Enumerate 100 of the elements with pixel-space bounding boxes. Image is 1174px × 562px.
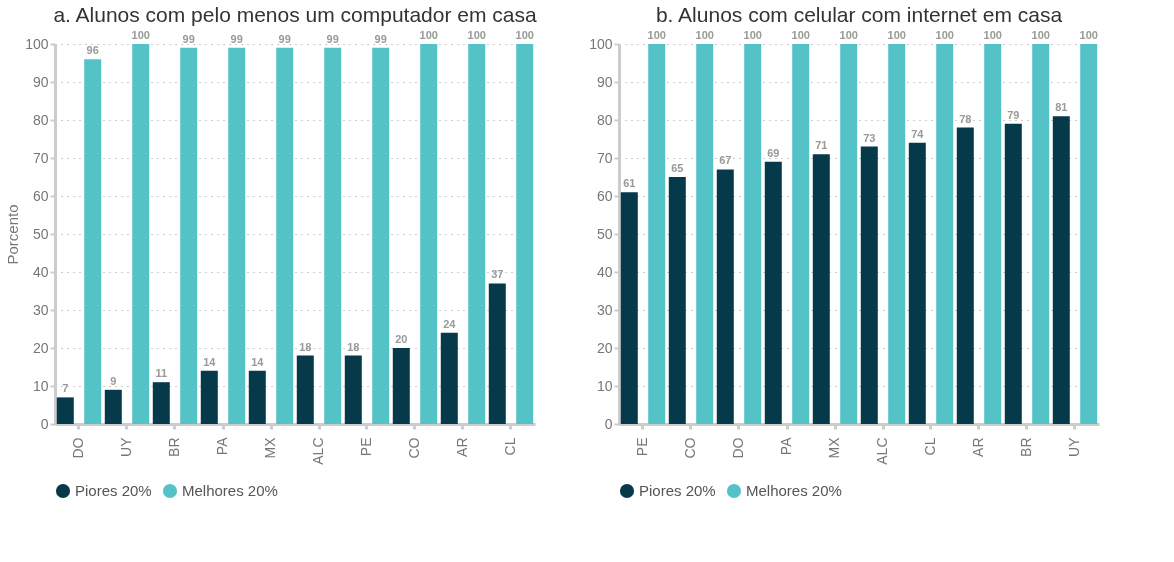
- chart-title: a. Alunos com pelo menos um computador em casa: [53, 3, 537, 26]
- y-tick-label: 30: [596, 301, 613, 318]
- data-label: 67: [719, 154, 732, 167]
- bar: [1080, 44, 1098, 424]
- data-label: 100: [887, 29, 906, 41]
- bar: [488, 283, 506, 424]
- bar: [56, 397, 74, 424]
- x-tick-label: BR: [1018, 437, 1034, 457]
- y-tick-label: 50: [596, 225, 613, 242]
- x-tick-label: UY: [1066, 436, 1082, 457]
- data-label: 100: [131, 29, 150, 41]
- x-tick-label: DO: [730, 437, 746, 459]
- y-tick-label: 90: [596, 73, 613, 90]
- bar: [104, 389, 122, 424]
- legend-label: Melhores 20%: [182, 482, 278, 499]
- data-label: 69: [767, 146, 780, 159]
- data-label: 71: [815, 139, 828, 152]
- bar: [648, 44, 666, 424]
- x-tick-label: PE: [634, 437, 650, 457]
- data-label: 99: [374, 32, 387, 45]
- y-tick-label: 80: [32, 111, 49, 128]
- bar: [764, 161, 782, 424]
- x-tick-label: PA: [214, 436, 230, 456]
- x-tick-label: ALC: [874, 437, 890, 465]
- y-tick-label: 100: [25, 35, 49, 52]
- data-label: 96: [86, 44, 99, 57]
- bar: [440, 332, 458, 424]
- y-tick-label: 100: [589, 35, 613, 52]
- bar: [620, 192, 638, 424]
- bar: [908, 142, 926, 424]
- data-label: 100: [743, 29, 762, 41]
- bar: [152, 382, 170, 424]
- bar: [132, 44, 150, 424]
- data-label: 100: [1079, 29, 1098, 41]
- bar: [516, 44, 534, 424]
- data-label: 99: [182, 32, 195, 45]
- bar: [324, 47, 342, 424]
- y-tick-label: 30: [32, 301, 49, 318]
- y-tick-label: 80: [596, 111, 613, 128]
- data-label: 20: [395, 333, 408, 345]
- data-label: 81: [1055, 101, 1068, 114]
- legend-label: Melhores 20%: [746, 482, 842, 499]
- x-tick-label: AR: [970, 437, 986, 457]
- bar: [344, 355, 362, 424]
- bar: [716, 169, 734, 424]
- data-label: 65: [671, 162, 684, 174]
- data-label: 99: [278, 32, 291, 45]
- x-tick-label: MX: [826, 436, 842, 459]
- y-tick-label: 70: [596, 149, 613, 166]
- data-label: 100: [1031, 29, 1050, 41]
- data-label: 9: [110, 374, 117, 387]
- data-label: 100: [839, 29, 858, 41]
- y-tick-label: 20: [596, 339, 613, 356]
- data-label: 37: [491, 268, 504, 281]
- bar: [888, 44, 906, 424]
- data-label: 100: [467, 29, 486, 41]
- x-tick-label: ALC: [310, 437, 326, 465]
- y-tick-label: 20: [32, 339, 49, 356]
- x-tick-label: CO: [682, 437, 698, 459]
- bar: [468, 44, 486, 424]
- data-label: 100: [935, 29, 954, 41]
- bar: [180, 47, 198, 424]
- x-tick-label: PA: [778, 436, 794, 456]
- data-label: 99: [326, 32, 339, 45]
- bar: [200, 370, 218, 424]
- data-label: 100: [515, 29, 534, 41]
- bar: [296, 355, 314, 424]
- y-tick-label: 10: [32, 377, 49, 394]
- bar: [392, 348, 410, 424]
- data-label: 18: [299, 340, 312, 353]
- data-label: 61: [623, 177, 636, 190]
- x-tick-label: MX: [262, 436, 278, 459]
- y-tick-label: 60: [32, 187, 49, 204]
- data-label: 24: [443, 317, 457, 330]
- y-tick-label: 60: [596, 187, 613, 204]
- bar: [812, 154, 830, 424]
- bar: [228, 47, 246, 424]
- y-tick-label: 70: [32, 149, 49, 166]
- data-label: 100: [419, 29, 438, 41]
- bar: [936, 44, 954, 424]
- x-tick-label: CL: [502, 437, 518, 456]
- data-label: 78: [959, 112, 972, 125]
- data-label: 100: [647, 29, 666, 41]
- bar: [84, 59, 102, 424]
- bar: [860, 146, 878, 424]
- bar: [276, 47, 294, 424]
- y-tick-label: 0: [604, 415, 613, 432]
- bar: [792, 44, 810, 424]
- y-tick-label: 40: [596, 263, 613, 280]
- bar: [984, 44, 1002, 424]
- y-tick-label: 0: [40, 415, 49, 432]
- x-tick-label: DO: [70, 437, 86, 459]
- data-label: 100: [983, 29, 1002, 41]
- chart-title: b. Alunos com celular com internet em casa: [655, 3, 1063, 26]
- x-tick-label: CL: [922, 437, 938, 456]
- data-label: 99: [230, 32, 243, 45]
- data-label: 74: [911, 127, 925, 140]
- y-tick-label: 50: [32, 225, 49, 242]
- bar: [840, 44, 858, 424]
- data-label: 18: [347, 340, 360, 353]
